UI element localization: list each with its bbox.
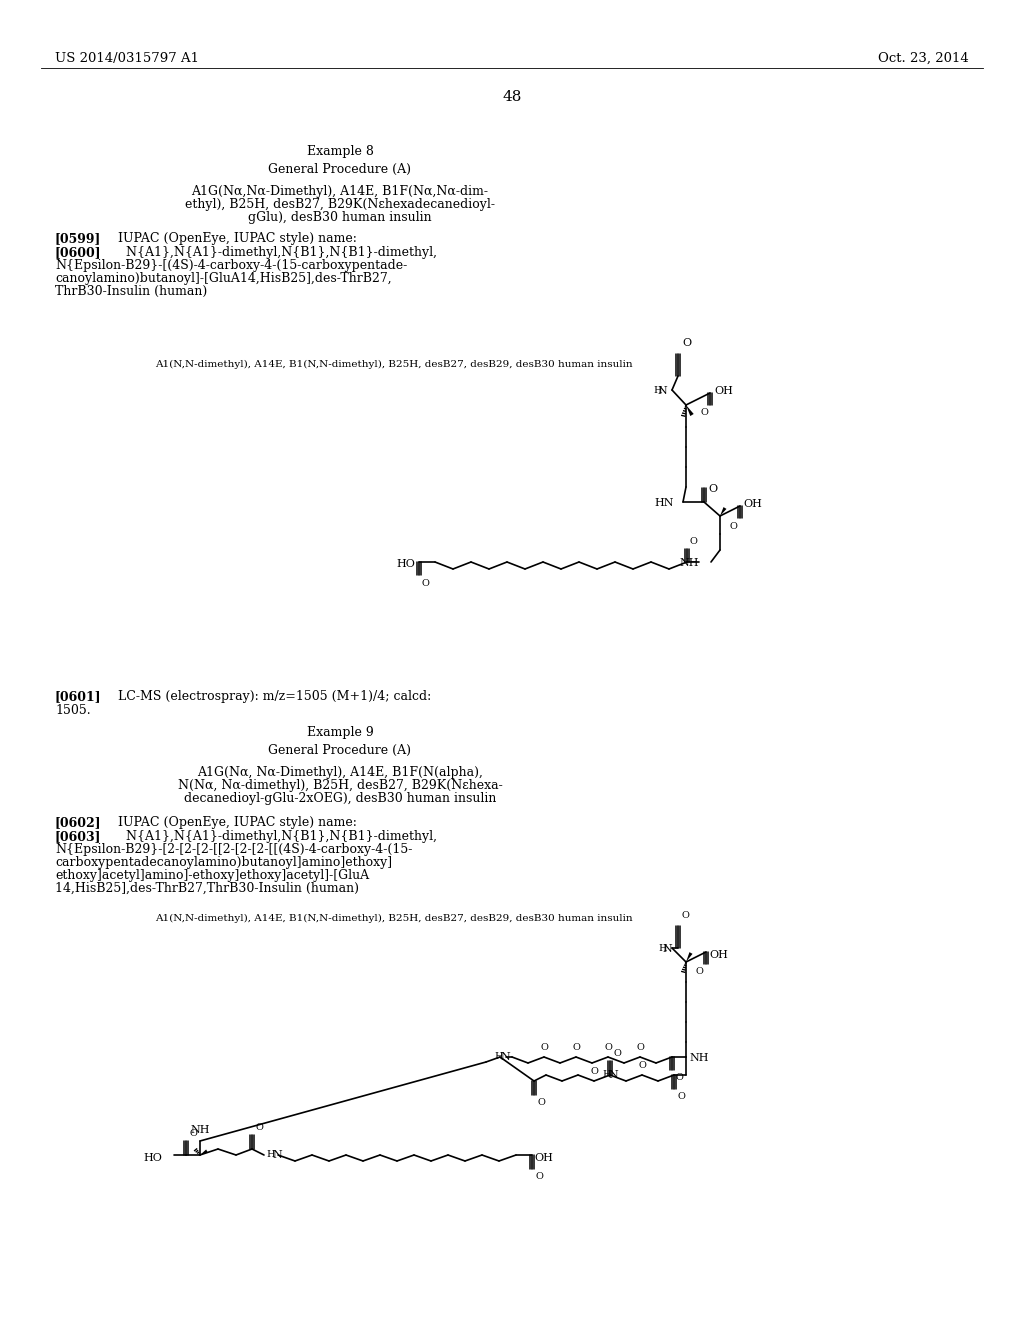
Text: OH: OH <box>709 950 728 960</box>
Text: N{A1},N{A1}-dimethyl,N{B1},N{B1}-dimethyl,: N{A1},N{A1}-dimethyl,N{B1},N{B1}-dimethy… <box>118 246 437 259</box>
Text: O: O <box>695 968 703 975</box>
Text: 14,HisB25],des-ThrB27,ThrB30-Insulin (human): 14,HisB25],des-ThrB27,ThrB30-Insulin (hu… <box>55 882 359 895</box>
Text: General Procedure (A): General Procedure (A) <box>268 162 412 176</box>
Text: Example 9: Example 9 <box>306 726 374 739</box>
Text: N: N <box>663 944 672 954</box>
Text: O: O <box>537 1098 545 1107</box>
Text: IUPAC (OpenEye, IUPAC style) name:: IUPAC (OpenEye, IUPAC style) name: <box>118 816 357 829</box>
Text: H: H <box>602 1071 610 1078</box>
Text: decanedioyl-gGlu-2xOEG), desB30 human insulin: decanedioyl-gGlu-2xOEG), desB30 human in… <box>184 792 497 805</box>
Text: Example 8: Example 8 <box>306 145 374 158</box>
Text: carboxypentadecanoylaminо)butanoyl]aminо]ethoxy]: carboxypentadecanoylaminо)butanoyl]aminо… <box>55 855 392 869</box>
Text: NH: NH <box>689 1053 709 1063</box>
Text: [0599]: [0599] <box>55 232 101 246</box>
Text: O: O <box>590 1067 598 1076</box>
Text: HO: HO <box>396 558 415 569</box>
Text: H: H <box>653 385 662 395</box>
Text: O: O <box>572 1043 580 1052</box>
Polygon shape <box>686 405 693 416</box>
Text: ethoxy]acetyl]aminо]-ethoxy]ethoxy]acetyl]-[GluA: ethoxy]acetyl]aminо]-ethoxy]ethoxy]acety… <box>55 869 369 882</box>
Text: O: O <box>708 484 717 494</box>
Text: H: H <box>658 944 667 953</box>
Text: A1G(Nα,Nα-Dimethyl), A14E, B1F(Nα,Nα-dim-: A1G(Nα,Nα-Dimethyl), A14E, B1F(Nα,Nα-dim… <box>191 185 488 198</box>
Text: O: O <box>682 911 690 920</box>
Text: LC-MS (electrospray): m/z=1505 (M+1)/4; calcd:: LC-MS (electrospray): m/z=1505 (M+1)/4; … <box>118 690 431 704</box>
Text: N: N <box>500 1052 510 1063</box>
Text: General Procedure (A): General Procedure (A) <box>268 744 412 756</box>
Text: H: H <box>494 1052 503 1061</box>
Text: O: O <box>604 1043 612 1052</box>
Text: A1G(Nα, Nα-Dimethyl), A14E, B1F(N(alpha),: A1G(Nα, Nα-Dimethyl), A14E, B1F(N(alpha)… <box>197 766 483 779</box>
Polygon shape <box>686 952 692 962</box>
Text: H: H <box>266 1150 274 1159</box>
Text: O: O <box>613 1049 621 1059</box>
Text: O: O <box>729 521 737 531</box>
Text: canoylaminо)butanoyl]-[GluA14,HisB25],des-ThrB27,: canoylaminо)butanoyl]-[GluA14,HisB25],de… <box>55 272 391 285</box>
Text: O: O <box>682 338 691 348</box>
Polygon shape <box>200 1150 208 1155</box>
Text: IUPAC (OpenEye, IUPAC style) name:: IUPAC (OpenEye, IUPAC style) name: <box>118 232 357 246</box>
Text: HO: HO <box>143 1152 162 1163</box>
Text: N{A1},N{A1}-dimethyl,N{B1},N{B1}-dimethyl,: N{A1},N{A1}-dimethyl,N{B1},N{B1}-dimethy… <box>118 830 437 843</box>
Text: O: O <box>422 579 430 587</box>
Text: O: O <box>540 1043 548 1052</box>
Text: O: O <box>675 1073 683 1082</box>
Text: N: N <box>608 1071 617 1080</box>
Text: Oct. 23, 2014: Oct. 23, 2014 <box>879 51 969 65</box>
Text: O: O <box>690 537 698 546</box>
Text: [0601]: [0601] <box>55 690 101 704</box>
Text: [0600]: [0600] <box>55 246 101 259</box>
Text: OH: OH <box>714 385 733 396</box>
Text: 48: 48 <box>503 90 521 104</box>
Text: gGlu), desB30 human insulin: gGlu), desB30 human insulin <box>248 211 432 224</box>
Text: N{Epsilon-B29}-[(4S)-4-carboxy-4-(15-carboxypentade-: N{Epsilon-B29}-[(4S)-4-carboxy-4-(15-car… <box>55 259 408 272</box>
Polygon shape <box>720 507 726 516</box>
Text: OH: OH <box>743 499 762 510</box>
Text: A1(N,N-dimethyl), A14E, B1(N,N-dimethyl), B25H, desB27, desB29, desB30 human ins: A1(N,N-dimethyl), A14E, B1(N,N-dimethyl)… <box>155 360 633 370</box>
Text: O: O <box>190 1129 198 1138</box>
Text: NH: NH <box>680 558 699 568</box>
Text: O: O <box>638 1061 646 1071</box>
Text: N: N <box>657 385 667 396</box>
Text: 1505.: 1505. <box>55 704 91 717</box>
Text: O: O <box>700 408 708 417</box>
Text: ThrB30-Insulin (human): ThrB30-Insulin (human) <box>55 285 207 298</box>
Text: NH: NH <box>190 1125 210 1135</box>
Text: N(Nα, Nα-dimethyl), B25H, desB27, B29K(Nεhexa-: N(Nα, Nα-dimethyl), B25H, desB27, B29K(N… <box>177 779 503 792</box>
Text: O: O <box>677 1092 685 1101</box>
Text: [0603]: [0603] <box>55 830 101 843</box>
Text: OH: OH <box>534 1152 553 1163</box>
Text: O: O <box>255 1123 263 1133</box>
Text: N: N <box>272 1150 282 1160</box>
Text: [0602]: [0602] <box>55 816 101 829</box>
Text: O: O <box>636 1043 644 1052</box>
Text: US 2014/0315797 A1: US 2014/0315797 A1 <box>55 51 199 65</box>
Text: ethyl), B25H, desB27, B29K(Nεhexadecanedioyl-: ethyl), B25H, desB27, B29K(Nεhexadecaned… <box>185 198 495 211</box>
Text: O: O <box>535 1172 543 1181</box>
Text: HN: HN <box>654 498 674 508</box>
Text: A1(N,N-dimethyl), A14E, B1(N,N-dimethyl), B25H, desB27, desB29, desB30 human ins: A1(N,N-dimethyl), A14E, B1(N,N-dimethyl)… <box>155 913 633 923</box>
Text: N{Epsilon-B29}-[2-[2-[2-[[2-[2-[2-[[(4S)-4-carboxy-4-(15-: N{Epsilon-B29}-[2-[2-[2-[[2-[2-[2-[[(4S)… <box>55 843 413 855</box>
